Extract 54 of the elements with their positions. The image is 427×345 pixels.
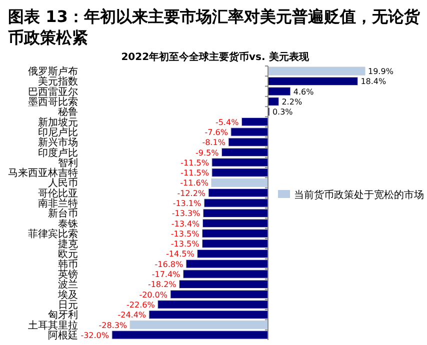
data-label: -32.0% (80, 330, 110, 340)
y-tick-label: 新兴市场 (38, 136, 78, 149)
chart-subtitle: 2022年初至今全球主要货币vs. 美元表现 (121, 51, 310, 63)
y-tick-label: 埃及 (57, 288, 78, 301)
data-label: -22.6% (126, 300, 156, 310)
y-tick-label: 新台币 (48, 208, 78, 220)
data-label: -13.4% (171, 219, 200, 228)
data-label: -8.1% (202, 138, 226, 148)
data-label: 2.2% (282, 98, 302, 107)
legend-label: 当前货币政策处于宽松的市场 (294, 189, 424, 201)
data-label: -16.8% (154, 260, 184, 269)
y-tick-label: 日元 (58, 300, 78, 311)
data-label: -7.6% (204, 128, 228, 137)
data-label: -11.5% (180, 168, 210, 178)
y-tick-label: 秘鲁 (58, 106, 78, 118)
data-label: 0.3% (272, 108, 294, 117)
y-tick-label: 泰铢 (58, 218, 78, 230)
data-label: -17.4% (152, 270, 181, 280)
y-tick-label: 土耳其里拉 (28, 319, 78, 332)
y-tick-label: 韩币 (58, 258, 78, 270)
y-tick-label: 新加坡元 (38, 116, 78, 128)
y-tick-label: 匈牙利 (48, 309, 78, 322)
data-label: -5.4% (215, 118, 240, 127)
data-label: -13.3% (172, 209, 201, 218)
y-tick-label: 巴西雷亚尔 (28, 86, 78, 98)
data-label: 18.4% (360, 77, 387, 86)
data-label: -13.5% (170, 240, 200, 249)
data-label: 19.9% (368, 67, 394, 76)
y-tick-label: 智利 (58, 156, 78, 169)
data-label: -13.5% (170, 229, 200, 238)
y-tick-label: 哥伦比亚 (38, 187, 78, 200)
data-label: -13.1% (172, 199, 202, 208)
data-label: -11.6% (180, 178, 209, 188)
y-tick-label: 美元指数 (38, 76, 78, 88)
data-label: -12.2% (177, 188, 206, 198)
y-tick-label: 欧元 (58, 249, 78, 260)
y-tick-label: 阿根廷 (48, 329, 78, 342)
y-tick-label: 南非兰特 (38, 198, 78, 210)
y-tick-label: 菲律宾比索 (28, 228, 78, 240)
data-label: 4.6% (293, 87, 314, 96)
data-label: -20.0% (139, 290, 168, 300)
y-tick-label: 印度卢比 (38, 146, 78, 159)
data-label: -14.5% (166, 250, 195, 259)
y-tick-label: 人民币 (48, 177, 78, 190)
data-label: -11.5% (180, 158, 210, 168)
data-label: -24.4% (118, 310, 146, 320)
data-label: -9.5% (195, 148, 220, 158)
y-tick-label: 印尼卢比 (38, 126, 78, 138)
y-tick-label: 捷克 (58, 238, 78, 250)
chart-title: 图表 13：年初以来主要市场汇率对美元普遍贬值，无论货币政策松紧 (7, 7, 421, 47)
data-label: -18.2% (148, 280, 177, 290)
data-label: -28.3% (98, 320, 128, 330)
y-tick-label: 墨西哥比索 (28, 96, 78, 108)
y-tick-label: 波兰 (58, 278, 78, 291)
